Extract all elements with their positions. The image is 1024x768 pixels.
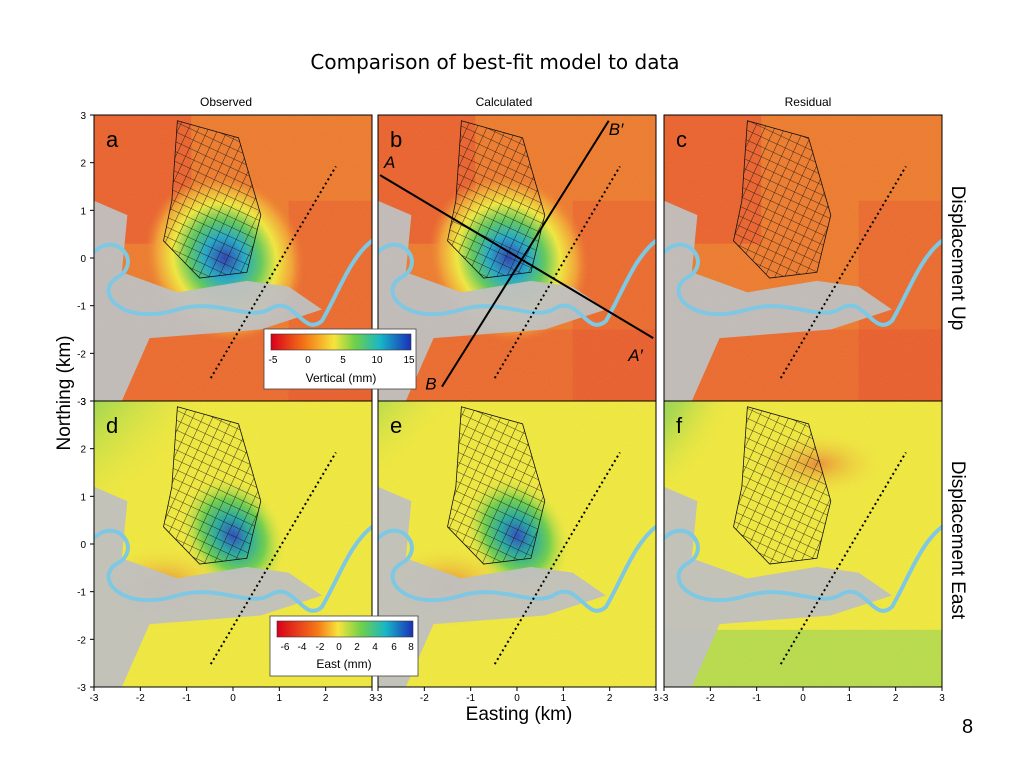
x-tick-label: -2 — [706, 693, 715, 704]
y-tick-label: 3 — [80, 397, 86, 408]
y-tick-label: 2 — [80, 445, 86, 456]
cb-vert-tick-4: 15 — [403, 355, 415, 366]
panel-letter-e: e — [390, 413, 402, 438]
x-tick-label: -3 — [374, 693, 383, 704]
cb-east-tick-6: 6 — [391, 642, 397, 653]
map-panel-c: c — [663, 114, 943, 402]
x-tick-label: -3 — [660, 693, 669, 704]
cb-vert-tick-3: 10 — [371, 355, 383, 366]
cb-east-tick-2: -2 — [316, 642, 325, 653]
x-tick-label: 0 — [514, 693, 520, 704]
x-tick-label: -1 — [466, 693, 475, 704]
y-tick-label: 0 — [80, 540, 86, 551]
map-panel-b: bA A′ B B′ — [377, 114, 657, 402]
x-tick-label: 0 — [800, 693, 806, 704]
cb-east-tick-3: 0 — [336, 642, 342, 653]
cb-vert-tick-2: 5 — [340, 355, 346, 366]
profile-label-b-start: B — [425, 375, 436, 394]
row-label-up: Displacement Up — [947, 186, 968, 331]
y-tick-label: -3 — [77, 683, 86, 694]
cb-east-tick-7: 8 — [408, 642, 414, 653]
x-axis-label: Easting (km) — [466, 704, 573, 725]
panel-letter-c: c — [676, 127, 687, 152]
y-tick-label: -2 — [77, 349, 86, 360]
x-tick-label: 3 — [369, 693, 375, 704]
x-tick-label: 3 — [939, 693, 945, 704]
column-header-residual: Residual — [785, 95, 832, 109]
y-axis-label: Northing (km) — [54, 335, 75, 450]
y-tick-label: 1 — [80, 492, 86, 503]
x-tick-label: 3 — [653, 693, 659, 704]
row-label-east: Displacement East — [947, 461, 968, 620]
x-tick-label: -3 — [90, 693, 99, 704]
y-tick-label: 2 — [80, 159, 86, 170]
x-tick-label: 2 — [607, 693, 613, 704]
column-header-observed: Observed — [200, 95, 252, 109]
map-panel-f: f -3 -2 -1 0 1 2 3 — [660, 400, 945, 704]
x-tick-label: -2 — [136, 693, 145, 704]
y-tick-label: 1 — [80, 206, 86, 217]
panel-letter-d: d — [106, 413, 118, 438]
x-tick-label: 2 — [893, 693, 899, 704]
colorbar-east: -6 -4 -2 0 2 4 6 8 East (mm) — [269, 615, 419, 677]
cb-vert-tick-0: -5 — [269, 355, 278, 366]
x-tick-label: -1 — [182, 693, 191, 704]
x-tick-label: 2 — [323, 693, 329, 704]
x-tick-label: -2 — [420, 693, 429, 704]
x-tick-label: 1 — [277, 693, 283, 704]
cb-east-tick-4: 2 — [354, 642, 360, 653]
cb-vert-tick-1: 0 — [305, 355, 311, 366]
cb-east-label: East (mm) — [316, 657, 371, 671]
map-panel-e: e -3 -2 -1 0 1 2 3 — [374, 400, 659, 704]
cb-vert-label: Vertical (mm) — [306, 371, 377, 385]
colorbar-vertical: -5 0 5 10 15 Vertical (mm) — [263, 328, 417, 390]
y-tick-label: 3 — [80, 111, 86, 122]
slide-title: Comparison of best-fit model to data — [310, 50, 680, 74]
panel-letter-a: a — [106, 127, 119, 152]
cb-east-tick-5: 4 — [372, 642, 378, 653]
panel-letter-b: b — [390, 127, 402, 152]
y-tick-label: -3 — [77, 397, 86, 408]
page-number: 8 — [962, 716, 974, 738]
y-tick-label: -1 — [77, 588, 86, 599]
profile-label-a-end: A′ — [627, 346, 643, 365]
panel-letter-f: f — [676, 413, 683, 438]
cb-east-tick-0: -6 — [281, 642, 290, 653]
profile-label-a-start: A — [383, 153, 395, 172]
x-tick-label: 1 — [561, 693, 567, 704]
x-tick-label: 1 — [847, 693, 853, 704]
cb-east-tick-1: -4 — [298, 642, 307, 653]
y-tick-label: -2 — [77, 635, 86, 646]
x-tick-label: -1 — [752, 693, 761, 704]
y-tick-label: 0 — [80, 254, 86, 265]
y-tick-label: -1 — [77, 302, 86, 313]
x-tick-label: 0 — [230, 693, 236, 704]
profile-label-b-end: B′ — [609, 120, 624, 139]
column-header-calculated: Calculated — [476, 95, 533, 109]
